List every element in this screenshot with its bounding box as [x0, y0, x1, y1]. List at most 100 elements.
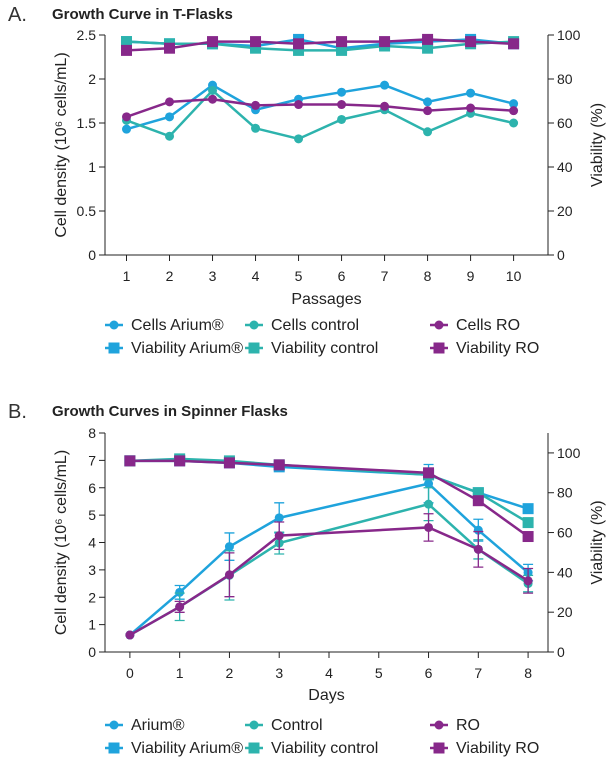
legend-label: Viability Arium® — [131, 740, 243, 757]
data-point — [336, 36, 348, 48]
legend-item: Control — [245, 717, 323, 734]
data-point — [422, 42, 434, 54]
y2-tick-label: 60 — [557, 525, 573, 541]
legend-item: Viability Arium® — [105, 740, 243, 757]
data-point — [422, 33, 434, 45]
y-tick-label: 4 — [88, 535, 96, 551]
x-tick-label: 1 — [176, 665, 184, 681]
data-point — [424, 522, 434, 532]
legend-marker — [434, 720, 444, 730]
y-axis-label: Cell density (10⁶ cells/mL) — [53, 52, 70, 237]
data-point — [337, 87, 347, 97]
series-line — [126, 83, 514, 131]
data-point — [223, 457, 235, 469]
y2-tick-label: 40 — [557, 159, 573, 175]
data-point — [509, 106, 519, 116]
y2-tick-label: 40 — [557, 564, 573, 580]
legend-label: Viability control — [271, 740, 378, 757]
legend-item: Arium® — [105, 717, 185, 734]
chart-title: Growth Curves in Spinner Flasks — [52, 403, 288, 420]
data-point — [424, 499, 434, 509]
data-point — [466, 88, 476, 98]
series-line — [126, 97, 514, 119]
y2-tick-label: 20 — [557, 203, 573, 219]
x-tick-label: 6 — [425, 665, 433, 681]
legend-label: Control — [271, 717, 323, 734]
y-tick-label: 7 — [88, 452, 96, 468]
data-point — [522, 517, 534, 529]
data-point — [250, 36, 262, 48]
legend-item: Viability RO — [430, 740, 539, 757]
legend-item: Viability control — [245, 340, 378, 357]
y-tick-label: 0 — [88, 247, 96, 263]
data-point — [294, 134, 304, 144]
legend-item: Cells RO — [430, 317, 520, 334]
y-axis-label: Cell density (10⁶ cells/mL) — [53, 450, 70, 635]
series-line — [126, 88, 514, 141]
data-point — [208, 85, 218, 95]
y2-tick-label: 100 — [557, 27, 581, 43]
y-tick-label: 1.5 — [77, 115, 97, 131]
chart-title: Growth Curve in T-Flasks — [52, 6, 233, 23]
x-tick-label: 8 — [524, 665, 532, 681]
legend-label: Viability control — [271, 340, 378, 357]
y-tick-label: 0.5 — [77, 203, 97, 219]
y-tick-label: 1 — [88, 617, 96, 633]
data-point — [423, 106, 433, 116]
data-point — [293, 38, 305, 50]
chart-a: A. Growth Curve in T-Flasks 0 0.5 1 1.5 2 2.5 0 2… — [8, 4, 606, 357]
series-viability-control — [124, 453, 534, 529]
data-point — [207, 36, 219, 48]
y-tick-label: 2 — [88, 71, 96, 87]
x-tick-label: 4 — [252, 268, 260, 284]
x-tick-label: 6 — [338, 268, 346, 284]
x-tick-label: 5 — [375, 665, 383, 681]
y-tick-label: 2.5 — [77, 27, 97, 43]
x-tick-label: 0 — [126, 665, 134, 681]
data-point — [164, 42, 176, 54]
y2-tick-label: 0 — [557, 247, 565, 263]
data-point — [208, 94, 218, 104]
legend-item: Viability RO — [430, 340, 539, 357]
data-point — [523, 576, 533, 586]
y-tick-label: 3 — [88, 562, 96, 578]
data-point — [224, 570, 234, 580]
legend-item: Cells control — [245, 317, 359, 334]
legend-label: RO — [456, 717, 480, 734]
legend-item: Viability control — [245, 740, 378, 757]
data-point — [423, 127, 433, 137]
y2-tick-label: 100 — [557, 445, 581, 461]
legend-marker — [433, 742, 445, 754]
y2-axis-label: Viability (%) — [589, 500, 606, 584]
y2-tick-label: 80 — [557, 71, 573, 87]
data-point — [122, 112, 132, 122]
data-point — [165, 112, 175, 122]
x-tick-label: 1 — [123, 268, 131, 284]
legend-item: Cells Arium® — [105, 317, 224, 334]
chart-b: B. Growth Curves in Spinner Flasks 0 1 2 3 4 5 6… — [8, 401, 606, 757]
legend-marker — [248, 742, 260, 754]
data-point — [473, 544, 483, 554]
legend-marker — [109, 320, 119, 330]
x-tick-label: 7 — [381, 268, 389, 284]
legend-label: Cells Arium® — [131, 317, 224, 334]
y-tick-label: 6 — [88, 480, 96, 496]
data-point — [175, 602, 185, 612]
legend-marker — [433, 342, 445, 354]
data-point — [274, 513, 284, 523]
data-point — [509, 118, 519, 128]
y2-tick-label: 60 — [557, 115, 573, 131]
x-tick-label: 8 — [424, 268, 432, 284]
data-point — [508, 38, 520, 50]
x-tick-label: 3 — [209, 268, 217, 284]
legend-label: Arium® — [131, 717, 185, 734]
legend-marker — [109, 720, 119, 730]
y2-tick-label: 80 — [557, 485, 573, 501]
data-point — [379, 36, 391, 48]
data-point — [522, 503, 534, 515]
series-line — [129, 482, 529, 636]
data-point — [466, 103, 476, 113]
series-cells-control — [122, 85, 519, 144]
data-point — [336, 44, 348, 56]
data-point — [175, 587, 185, 597]
